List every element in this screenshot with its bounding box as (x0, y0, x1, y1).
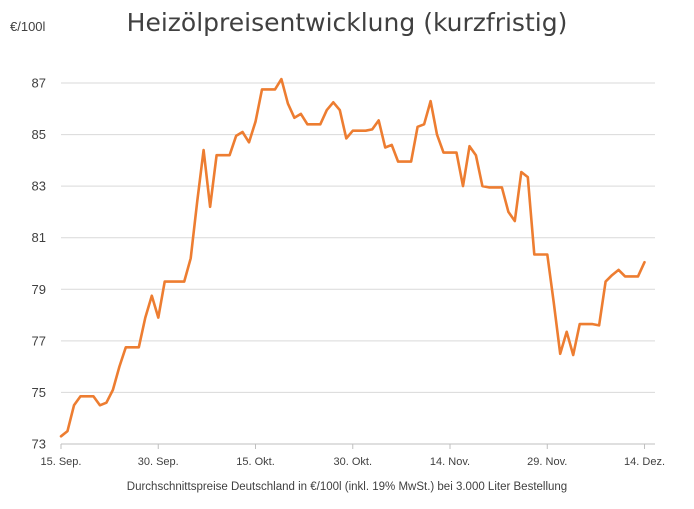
x-tick-label: 15. Okt. (236, 456, 275, 468)
x-tick-labels: 15. Sep. 30. Sep. 15. Okt. 30. Okt. 14. Nov.… (41, 456, 665, 468)
y-tick-label: 75 (32, 385, 46, 400)
x-axis (60, 443, 655, 449)
x-tick-label: 15. Sep. (41, 456, 82, 468)
x-tick-label: 14. Dez. (624, 456, 665, 468)
y-tick-labels: 73 75 77 79 81 83 85 87 (32, 76, 46, 452)
chart-caption: Durchschnittspreise Deutschland in €/100… (126, 481, 568, 493)
x-tick-label: 30. Okt. (333, 456, 372, 468)
y-tick-label: 79 (32, 282, 46, 297)
gridlines (61, 82, 655, 393)
y-axis-unit-label: €/100l (10, 19, 46, 34)
y-tick-label: 81 (32, 230, 46, 245)
x-tick-label: 30. Sep. (138, 456, 179, 468)
y-tick-label: 77 (32, 333, 46, 348)
x-tick-label: 29. Nov. (527, 456, 567, 468)
y-tick-label: 73 (32, 437, 46, 452)
y-tick-label: 83 (32, 179, 46, 194)
y-tick-label: 85 (32, 127, 46, 142)
series-line (59, 77, 646, 438)
y-tick-label: 87 (32, 76, 46, 91)
series-group (59, 77, 646, 438)
chart-title: Heizölpreisentwicklung (kurzfristig) (126, 8, 568, 37)
x-tick-label: 14. Nov. (430, 456, 470, 468)
